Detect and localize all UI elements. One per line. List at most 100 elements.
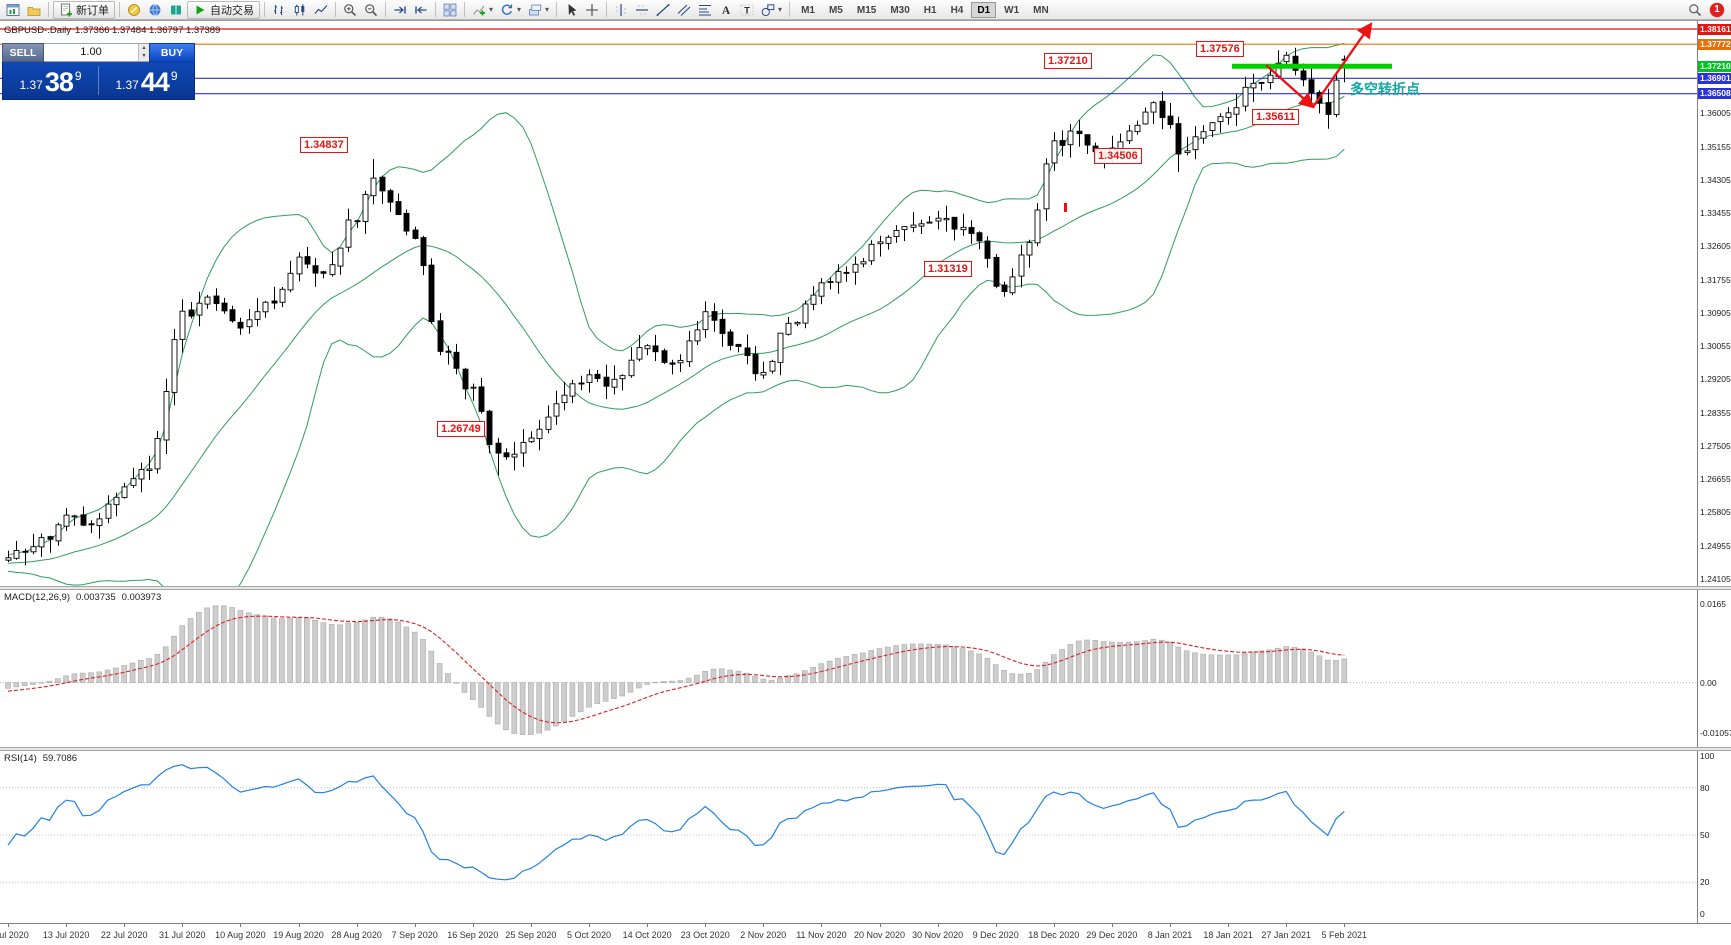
- chart-title: GBPUSD-.Daily 1.37366 1.37484 1.36797 1.3…: [4, 25, 224, 36]
- tile-windows-button[interactable]: [440, 1, 460, 19]
- market-button[interactable]: [145, 1, 165, 19]
- bollinger-bands: [7, 42, 1345, 586]
- chart-shift-button[interactable]: [411, 1, 431, 19]
- rsi-panel[interactable]: RSI(14) 59.7086: [0, 751, 1697, 923]
- rsi-axis-label: 100: [1700, 751, 1715, 761]
- red-mark[interactable]: [1064, 203, 1067, 212]
- panel-divider[interactable]: [0, 747, 1731, 751]
- macd-scale[interactable]: 0.0165 0.00 -0.010571: [1697, 590, 1731, 747]
- tile-windows-icon: [443, 3, 457, 17]
- new-order-button[interactable]: 新订单: [53, 0, 115, 19]
- buy-button[interactable]: BUY: [149, 43, 195, 62]
- rsi-label: RSI(14) 59.7086: [4, 753, 83, 764]
- sell-price-display[interactable]: 1.37 38 9: [3, 62, 98, 99]
- shapes-button[interactable]: ▾: [758, 1, 785, 19]
- new-chart-button[interactable]: [3, 1, 23, 19]
- periods-button[interactable]: ▾: [497, 1, 524, 19]
- price-annotation[interactable]: 1.34506: [1094, 148, 1142, 164]
- chevron-down-icon[interactable]: ▾: [545, 5, 550, 14]
- zoom-in-icon: [343, 3, 357, 17]
- price-annotation[interactable]: 1.26749: [437, 421, 485, 437]
- panel-divider[interactable]: [0, 586, 1731, 590]
- stepper-down-icon[interactable]: ▾: [142, 53, 146, 59]
- lot-size-input[interactable]: 1.00 ▴ ▾: [44, 43, 149, 62]
- time-tick: [937, 924, 939, 927]
- lot-stepper[interactable]: ▴ ▾: [138, 44, 149, 61]
- stepper-up-icon[interactable]: ▴: [142, 45, 146, 51]
- channel-button[interactable]: [674, 1, 694, 19]
- timeframe-w1-button[interactable]: W1: [1004, 4, 1020, 16]
- timeframe-h1-button[interactable]: H1: [923, 4, 937, 16]
- autotrading-button[interactable]: 自动交易: [187, 0, 260, 19]
- price-axis-label: 1.30905: [1700, 307, 1731, 318]
- timeframe-d1-button[interactable]: D1: [971, 1, 997, 18]
- rsi-scale[interactable]: 100 80 50 20 0: [1697, 751, 1731, 923]
- sell-button[interactable]: SELL: [2, 43, 44, 62]
- chinese-note-label[interactable]: 多空转折点: [1350, 81, 1420, 97]
- rsi-value: 59.7086: [42, 753, 78, 764]
- timeframe-m30-button[interactable]: M30: [890, 4, 910, 16]
- time-tick: [995, 924, 997, 927]
- candlesticks[interactable]: [5, 47, 1348, 566]
- time-tick: [763, 924, 765, 927]
- zoom-in-button[interactable]: [340, 1, 360, 19]
- date-label: 5 Feb 2021: [1321, 930, 1368, 940]
- candlestick-chart-button[interactable]: [290, 1, 310, 19]
- zoom-out-button[interactable]: [361, 1, 381, 19]
- notification-badge[interactable]: 1: [1710, 2, 1724, 17]
- price-annotation[interactable]: 1.37210: [1044, 53, 1092, 69]
- crosshair-button[interactable]: [582, 1, 602, 19]
- price-annotation[interactable]: 1.37576: [1196, 41, 1244, 57]
- timeframe-m1-button[interactable]: M1: [801, 4, 815, 16]
- text-button[interactable]: A: [716, 1, 736, 19]
- date-label: 11 Nov 2020: [796, 930, 847, 940]
- price-annotation[interactable]: 1.34837: [300, 137, 348, 153]
- timeframe-m5-button[interactable]: M5: [828, 4, 843, 16]
- search-icon[interactable]: [1685, 1, 1705, 19]
- terminal-button[interactable]: [166, 1, 186, 19]
- vertical-line-button[interactable]: [611, 1, 631, 19]
- indicators-button[interactable]: ▾: [469, 1, 496, 19]
- auto-scroll-button[interactable]: [390, 1, 410, 19]
- price-annotation[interactable]: 1.35611: [1252, 109, 1300, 125]
- cursor-button[interactable]: [561, 1, 581, 19]
- date-label: 20 Nov 2020: [853, 930, 906, 940]
- chevron-down-icon[interactable]: ▾: [489, 5, 494, 14]
- templates-button[interactable]: ▾: [525, 1, 552, 19]
- horizontal-line-button[interactable]: [632, 1, 652, 19]
- trendline-button[interactable]: [653, 1, 673, 19]
- timeframe-h4-button[interactable]: H4: [950, 4, 964, 16]
- chevron-down-icon[interactable]: ▾: [778, 5, 783, 14]
- price-annotation[interactable]: 1.31319: [924, 261, 972, 277]
- date-label: 18 Dec 2020: [1028, 930, 1080, 940]
- timeframe-m15-button[interactable]: M15: [856, 4, 877, 16]
- fibonacci-button[interactable]: [695, 1, 715, 19]
- timeframe-mn-button[interactable]: MN: [1033, 4, 1049, 16]
- toolbar-separator: [464, 2, 465, 17]
- candlestick-chart-icon: [293, 3, 307, 17]
- time-tick: [240, 924, 242, 927]
- zoom-out-icon: [364, 3, 378, 17]
- time-scale[interactable]: 1 Jul 2020 13 Jul 2020 22 Jul 2020 31 Jul 2…: [0, 923, 1731, 945]
- bar-chart-button[interactable]: [269, 1, 289, 19]
- templates-icon: [528, 3, 542, 17]
- trend-arrow[interactable]: [1312, 22, 1373, 108]
- macd-panel[interactable]: MACD(12,26,9) 0.003735 0.003973: [0, 590, 1697, 747]
- profiles-button[interactable]: [24, 1, 44, 19]
- chevron-down-icon[interactable]: ▾: [517, 5, 522, 14]
- trend-arrow[interactable]: [1265, 64, 1315, 109]
- time-tick: [182, 924, 184, 927]
- line-chart-button[interactable]: [311, 1, 331, 19]
- svg-text:A: A: [722, 5, 731, 17]
- price-scale[interactable]: 1.36005 1.35155 1.34305 1.33455 1.32605 1.317…: [1697, 21, 1731, 586]
- label-button[interactable]: T: [737, 1, 757, 19]
- price-axis-label: 1.32605: [1700, 241, 1731, 252]
- lot-value[interactable]: 1.00: [80, 46, 102, 58]
- price-chart-canvas[interactable]: [0, 21, 1697, 586]
- buy-price-display[interactable]: 1.37 44 9: [99, 62, 194, 99]
- toolbar-separator: [264, 2, 265, 17]
- autotrading-button-label: 自动交易: [210, 4, 254, 17]
- date-label: 7 Sep 2020: [391, 930, 438, 940]
- macd-canvas: [0, 605, 1697, 735]
- metaeditor-button[interactable]: [124, 1, 144, 19]
